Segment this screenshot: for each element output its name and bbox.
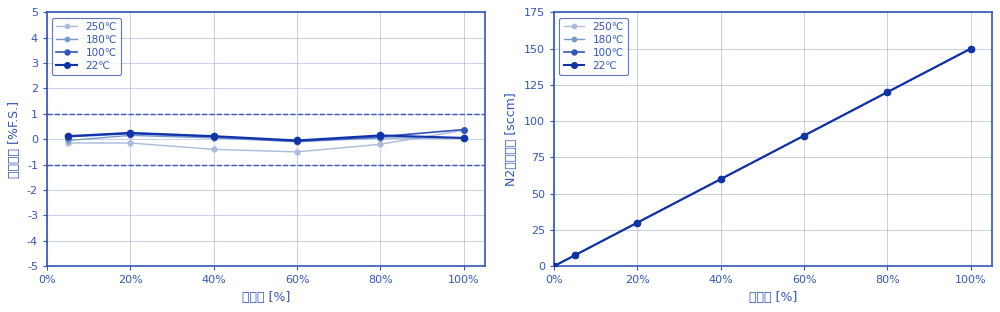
Line: 22℃: 22℃ [551, 46, 974, 269]
180℃ [374, 136, 386, 140]
Line: 100℃: 100℃ [65, 127, 467, 144]
22℃ [458, 136, 470, 140]
180℃ [458, 136, 470, 140]
22℃ [291, 139, 303, 142]
100℃ [62, 135, 74, 139]
100℃ [798, 134, 810, 138]
Line: 250℃: 250℃ [65, 128, 466, 154]
180℃ [798, 134, 810, 138]
250℃ [62, 141, 74, 145]
250℃ [548, 264, 560, 268]
Line: 180℃: 180℃ [552, 46, 973, 269]
180℃ [965, 47, 977, 51]
100℃ [208, 135, 220, 139]
22℃ [208, 134, 220, 138]
Line: 100℃: 100℃ [551, 46, 974, 269]
100℃ [374, 135, 386, 139]
250℃ [569, 253, 581, 257]
180℃ [631, 221, 643, 224]
180℃ [291, 140, 303, 144]
22℃ [569, 253, 581, 257]
250℃ [881, 90, 893, 94]
Line: 180℃: 180℃ [65, 133, 466, 144]
22℃ [965, 47, 977, 51]
22℃ [715, 177, 727, 181]
100℃ [458, 128, 470, 131]
250℃ [208, 148, 220, 151]
22℃ [62, 134, 74, 138]
250℃ [715, 177, 727, 181]
Legend: 250℃, 180℃, 100℃, 22℃: 250℃, 180℃, 100℃, 22℃ [52, 17, 121, 75]
180℃ [62, 139, 74, 142]
Line: 22℃: 22℃ [65, 130, 467, 144]
100℃ [569, 253, 581, 257]
22℃ [124, 131, 136, 135]
100℃ [291, 139, 303, 143]
100℃ [881, 90, 893, 94]
Legend: 250℃, 180℃, 100℃, 22℃: 250℃, 180℃, 100℃, 22℃ [559, 17, 628, 75]
250℃ [458, 129, 470, 132]
100℃ [965, 47, 977, 51]
22℃ [374, 134, 386, 137]
100℃ [715, 177, 727, 181]
22℃ [548, 264, 560, 268]
180℃ [124, 134, 136, 137]
100℃ [548, 264, 560, 268]
250℃ [631, 221, 643, 224]
180℃ [548, 264, 560, 268]
250℃ [291, 150, 303, 154]
X-axis label: 設定値 [%]: 設定値 [%] [242, 291, 290, 304]
250℃ [374, 142, 386, 146]
180℃ [208, 136, 220, 140]
22℃ [881, 90, 893, 94]
Y-axis label: 流量精度 [%F.S.]: 流量精度 [%F.S.] [8, 101, 21, 178]
Line: 250℃: 250℃ [552, 46, 973, 269]
22℃ [798, 134, 810, 138]
Y-axis label: N2ガス流量 [sccm]: N2ガス流量 [sccm] [505, 92, 518, 186]
180℃ [569, 253, 581, 257]
250℃ [124, 141, 136, 145]
X-axis label: 設定値 [%]: 設定値 [%] [749, 291, 797, 304]
180℃ [881, 90, 893, 94]
100℃ [124, 132, 136, 135]
100℃ [631, 221, 643, 224]
180℃ [715, 177, 727, 181]
22℃ [631, 221, 643, 224]
250℃ [798, 134, 810, 138]
250℃ [965, 47, 977, 51]
